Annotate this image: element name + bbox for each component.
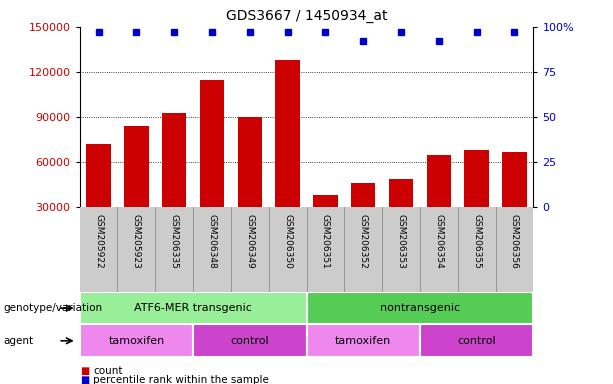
Text: tamoxifen: tamoxifen <box>335 336 391 346</box>
Text: GSM206354: GSM206354 <box>434 214 443 269</box>
Text: GSM206349: GSM206349 <box>245 214 254 269</box>
Bar <box>427 155 451 253</box>
Bar <box>124 126 149 253</box>
Text: GSM205923: GSM205923 <box>132 214 141 269</box>
Text: ■: ■ <box>80 366 89 376</box>
Bar <box>351 183 376 253</box>
Text: GSM206348: GSM206348 <box>207 214 216 269</box>
Bar <box>237 117 262 253</box>
Text: GSM206335: GSM206335 <box>170 214 179 269</box>
Bar <box>306 292 533 324</box>
Bar <box>275 60 300 253</box>
Text: agent: agent <box>3 336 33 346</box>
Text: control: control <box>230 336 269 346</box>
Bar <box>86 144 111 253</box>
Bar <box>464 150 489 253</box>
Text: GSM206355: GSM206355 <box>472 214 481 269</box>
Bar <box>420 324 533 357</box>
Text: GSM206350: GSM206350 <box>283 214 292 269</box>
Bar <box>80 324 193 357</box>
Text: GSM206351: GSM206351 <box>321 214 330 269</box>
Text: genotype/variation: genotype/variation <box>3 303 102 313</box>
Bar <box>162 113 186 253</box>
Text: ■: ■ <box>80 375 89 384</box>
Text: ATF6-MER transgenic: ATF6-MER transgenic <box>134 303 252 313</box>
Bar <box>80 292 306 324</box>
Bar <box>193 324 306 357</box>
Text: GSM206353: GSM206353 <box>397 214 406 269</box>
Bar <box>306 324 420 357</box>
Bar <box>502 152 527 253</box>
Bar <box>313 195 338 253</box>
Title: GDS3667 / 1450934_at: GDS3667 / 1450934_at <box>226 9 387 23</box>
Text: nontransgenic: nontransgenic <box>380 303 460 313</box>
Text: tamoxifen: tamoxifen <box>109 336 164 346</box>
Text: GSM206356: GSM206356 <box>510 214 519 269</box>
Text: control: control <box>457 336 496 346</box>
Text: count: count <box>93 366 123 376</box>
Text: percentile rank within the sample: percentile rank within the sample <box>93 375 269 384</box>
Text: GSM205922: GSM205922 <box>94 214 103 269</box>
Text: GSM206352: GSM206352 <box>359 214 368 269</box>
Bar <box>389 179 413 253</box>
Bar <box>200 79 224 253</box>
